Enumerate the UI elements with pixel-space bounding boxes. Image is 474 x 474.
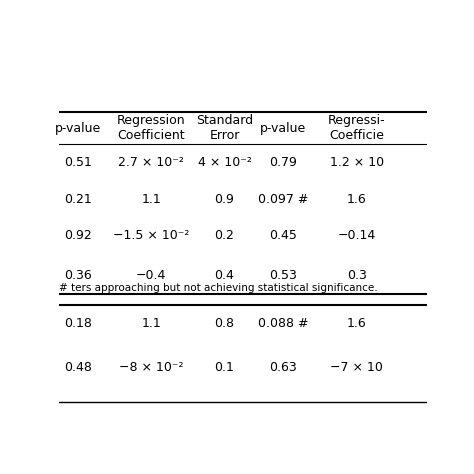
Text: 0.21: 0.21 (64, 193, 91, 206)
Text: 1.2 × 10: 1.2 × 10 (330, 156, 384, 169)
Text: 0.45: 0.45 (269, 229, 297, 242)
Text: −0.14: −0.14 (337, 229, 376, 242)
Text: Regression
Coefficient: Regression Coefficient (117, 114, 185, 142)
Text: 0.92: 0.92 (64, 229, 91, 242)
Text: p-value: p-value (260, 121, 307, 135)
Text: 1.1: 1.1 (141, 317, 161, 330)
Text: −0.4: −0.4 (136, 269, 166, 283)
Text: 0.51: 0.51 (64, 156, 91, 169)
Text: 0.79: 0.79 (269, 156, 297, 169)
Text: 1.1: 1.1 (141, 193, 161, 206)
Text: 0.8: 0.8 (215, 317, 235, 330)
Text: 0.63: 0.63 (269, 361, 297, 374)
Text: −7 × 10: −7 × 10 (330, 361, 383, 374)
Text: 4 × 10⁻²: 4 × 10⁻² (198, 156, 252, 169)
Text: −1.5 × 10⁻²: −1.5 × 10⁻² (113, 229, 189, 242)
Text: 0.4: 0.4 (215, 269, 235, 283)
Text: 0.48: 0.48 (64, 361, 91, 374)
Text: # ters approaching but not achieving statistical significance.: # ters approaching but not achieving sta… (59, 283, 378, 293)
Text: −8 × 10⁻²: −8 × 10⁻² (119, 361, 183, 374)
Text: Regressi-
Coefficie: Regressi- Coefficie (328, 114, 386, 142)
Text: 0.097 #: 0.097 # (258, 193, 309, 206)
Text: Standard
Error: Standard Error (196, 114, 253, 142)
Text: 0.36: 0.36 (64, 269, 91, 283)
Text: p-value: p-value (55, 121, 101, 135)
Text: 2.7 × 10⁻²: 2.7 × 10⁻² (118, 156, 184, 169)
Text: 0.3: 0.3 (347, 269, 367, 283)
Text: 1.6: 1.6 (347, 317, 367, 330)
Text: 0.088 #: 0.088 # (258, 317, 309, 330)
Text: 0.18: 0.18 (64, 317, 91, 330)
Text: 0.1: 0.1 (215, 361, 235, 374)
Text: 0.53: 0.53 (269, 269, 297, 283)
Text: 1.6: 1.6 (347, 193, 367, 206)
Text: 0.9: 0.9 (215, 193, 235, 206)
Text: 0.2: 0.2 (215, 229, 235, 242)
